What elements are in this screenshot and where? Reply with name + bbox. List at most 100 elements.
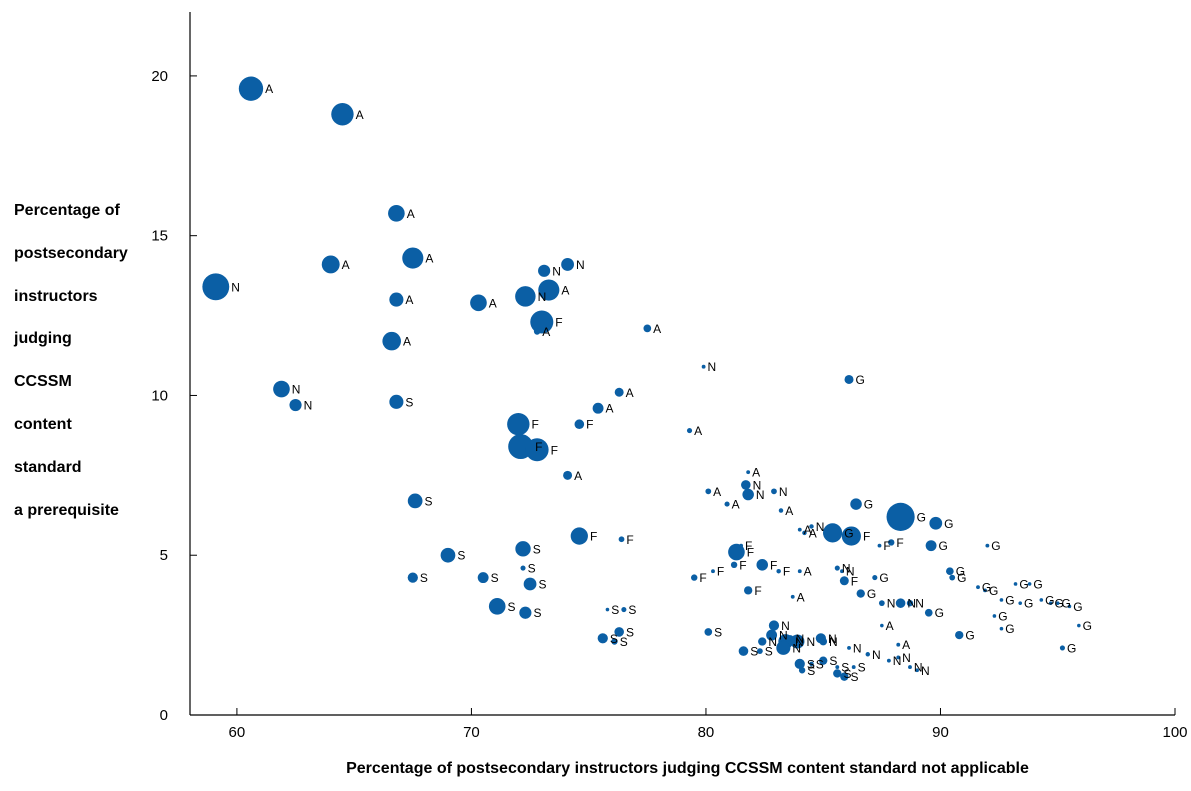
data-point-label: N <box>708 360 717 374</box>
data-point-label: S <box>765 645 773 659</box>
axes: 60 70 80 90 100 0 5 10 15 20 <box>151 12 1188 741</box>
data-point-label: N <box>887 597 896 611</box>
data-point <box>983 588 987 593</box>
data-point-label: N <box>806 635 815 649</box>
data-point <box>1013 582 1018 586</box>
data-point-label: A <box>407 207 415 221</box>
data-point-label: A <box>809 526 817 540</box>
data-point-label: F <box>747 546 754 560</box>
data-point-label: A <box>403 335 411 349</box>
data-point <box>488 598 506 615</box>
data-point <box>202 273 230 301</box>
data-point-label: F <box>555 315 562 329</box>
data-point-label: A <box>752 466 760 480</box>
data-point <box>839 576 849 586</box>
y-axis-label-line: standard <box>14 458 82 476</box>
data-point <box>946 567 954 576</box>
x-tick-label: 80 <box>698 724 715 741</box>
data-point <box>739 543 744 548</box>
data-point <box>778 508 784 513</box>
data-point <box>389 292 404 307</box>
data-point-label: A <box>405 293 413 307</box>
data-point-label: G <box>1083 619 1092 633</box>
data-point-label: S <box>714 625 722 639</box>
data-point <box>525 438 549 462</box>
data-point <box>538 264 551 277</box>
data-point <box>1067 604 1072 609</box>
data-point-label: S <box>533 606 541 620</box>
data-point-label: A <box>574 469 582 483</box>
data-point <box>618 536 625 543</box>
x-tick-label: 70 <box>463 724 480 741</box>
data-point-label: A <box>732 498 740 512</box>
data-point-label: G <box>867 587 876 601</box>
data-point-label: S <box>620 635 628 649</box>
data-point-label: S <box>508 600 516 614</box>
data-point <box>746 470 751 475</box>
data-point <box>1018 601 1023 605</box>
data-point <box>273 380 290 398</box>
data-point-label: G <box>844 526 853 540</box>
data-point-label: A <box>804 565 812 579</box>
data-point-label: N <box>842 562 851 576</box>
data-point-label: N <box>853 641 862 655</box>
data-point-label: N <box>792 641 801 655</box>
data-point-label: A <box>902 638 910 652</box>
data-point <box>880 623 884 628</box>
data-point-label: G <box>1019 577 1028 591</box>
data-point-label: F <box>739 558 746 572</box>
data-point <box>851 665 856 669</box>
data-point <box>797 527 802 532</box>
data-point <box>955 630 964 640</box>
data-point <box>872 575 878 581</box>
data-point <box>1048 601 1053 605</box>
data-point-label: S <box>829 654 837 668</box>
data-point <box>1059 645 1065 651</box>
data-point-label: N <box>816 520 825 534</box>
data-point-label: A <box>626 386 634 400</box>
data-point <box>515 286 536 307</box>
data-point <box>794 658 805 669</box>
data-point <box>886 658 891 663</box>
data-point-label: F <box>532 418 539 432</box>
data-point <box>834 565 840 571</box>
data-point-label: A <box>713 485 721 499</box>
data-point <box>519 606 532 619</box>
data-point <box>766 629 778 641</box>
data-point-label: S <box>405 395 413 409</box>
data-point-label: N <box>796 632 805 646</box>
data-point <box>724 501 730 507</box>
y-axis-label-line: postsecondary <box>14 244 128 262</box>
data-point <box>574 419 585 430</box>
data-point-label: S <box>841 661 849 675</box>
data-point <box>1039 598 1044 602</box>
x-tick-label: 60 <box>229 724 246 741</box>
data-point-label: F <box>535 440 542 454</box>
data-point <box>1077 623 1081 628</box>
data-point <box>790 634 805 649</box>
data-point <box>563 470 573 480</box>
data-point <box>992 614 997 618</box>
data-point <box>741 480 751 490</box>
data-point <box>744 586 753 595</box>
data-point-label: G <box>917 510 926 524</box>
x-tick-label: 100 <box>1162 724 1187 741</box>
data-point-label: G <box>1073 600 1082 614</box>
x-axis-label: Percentage of postsecondary instructors … <box>346 760 1029 777</box>
data-point-label: N <box>552 264 561 278</box>
data-point <box>440 547 456 563</box>
y-tick-label: 10 <box>151 387 168 404</box>
data-point <box>738 646 749 656</box>
data-point <box>856 589 865 598</box>
data-point <box>538 279 560 301</box>
data-point-label: F <box>851 574 858 588</box>
data-point <box>289 398 302 412</box>
data-point-label: G <box>864 498 873 512</box>
data-point-label: N <box>902 651 911 665</box>
data-point-label: F <box>896 536 903 550</box>
data-point-label: N <box>829 635 838 649</box>
data-point-label: G <box>944 517 953 531</box>
data-point-label: G <box>1062 597 1071 611</box>
data-point <box>756 559 768 571</box>
data-point-label: F <box>770 558 777 572</box>
